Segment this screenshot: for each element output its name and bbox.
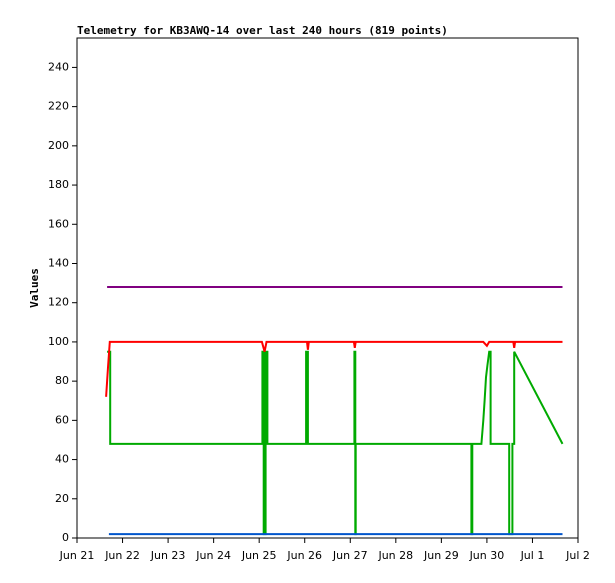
y-tick-label: 40 [55,453,69,466]
chart-title: Telemetry for KB3AWQ-14 over last 240 ho… [77,24,448,37]
x-tick-label: Jun 30 [469,549,505,562]
x-tick-label: Jun 24 [195,549,231,562]
y-tick-label: 240 [48,60,69,73]
y-tick-label: 60 [55,413,69,426]
y-tick-label: 0 [62,531,69,544]
x-tick-label: Jun 29 [423,549,459,562]
x-tick-label: Jul 1 [520,549,545,562]
x-tick-label: Jun 25 [241,549,277,562]
x-tick-label: Jun 28 [377,549,413,562]
y-tick-label: 160 [48,217,69,230]
y-tick-label: 120 [48,296,69,309]
x-tick-label: Jun 21 [59,549,95,562]
x-tick-label: Jul 2 [565,549,590,562]
plot-frame [76,37,579,539]
x-tick-label: Jun 22 [104,549,140,562]
y-tick-label: 180 [48,178,69,191]
x-tick-label: Jun 27 [332,549,368,562]
y-tick-label: 140 [48,256,69,269]
y-axis-label: Values [28,268,41,308]
y-tick-label: 20 [55,492,69,505]
y-tick-label: 220 [48,100,69,113]
y-tick-label: 100 [48,335,69,348]
x-tick-label: Jun 23 [150,549,186,562]
y-tick-label: 80 [55,374,69,387]
x-tick-label: Jun 26 [286,549,322,562]
series-line [105,340,563,397]
y-tick-label: 200 [48,139,69,152]
